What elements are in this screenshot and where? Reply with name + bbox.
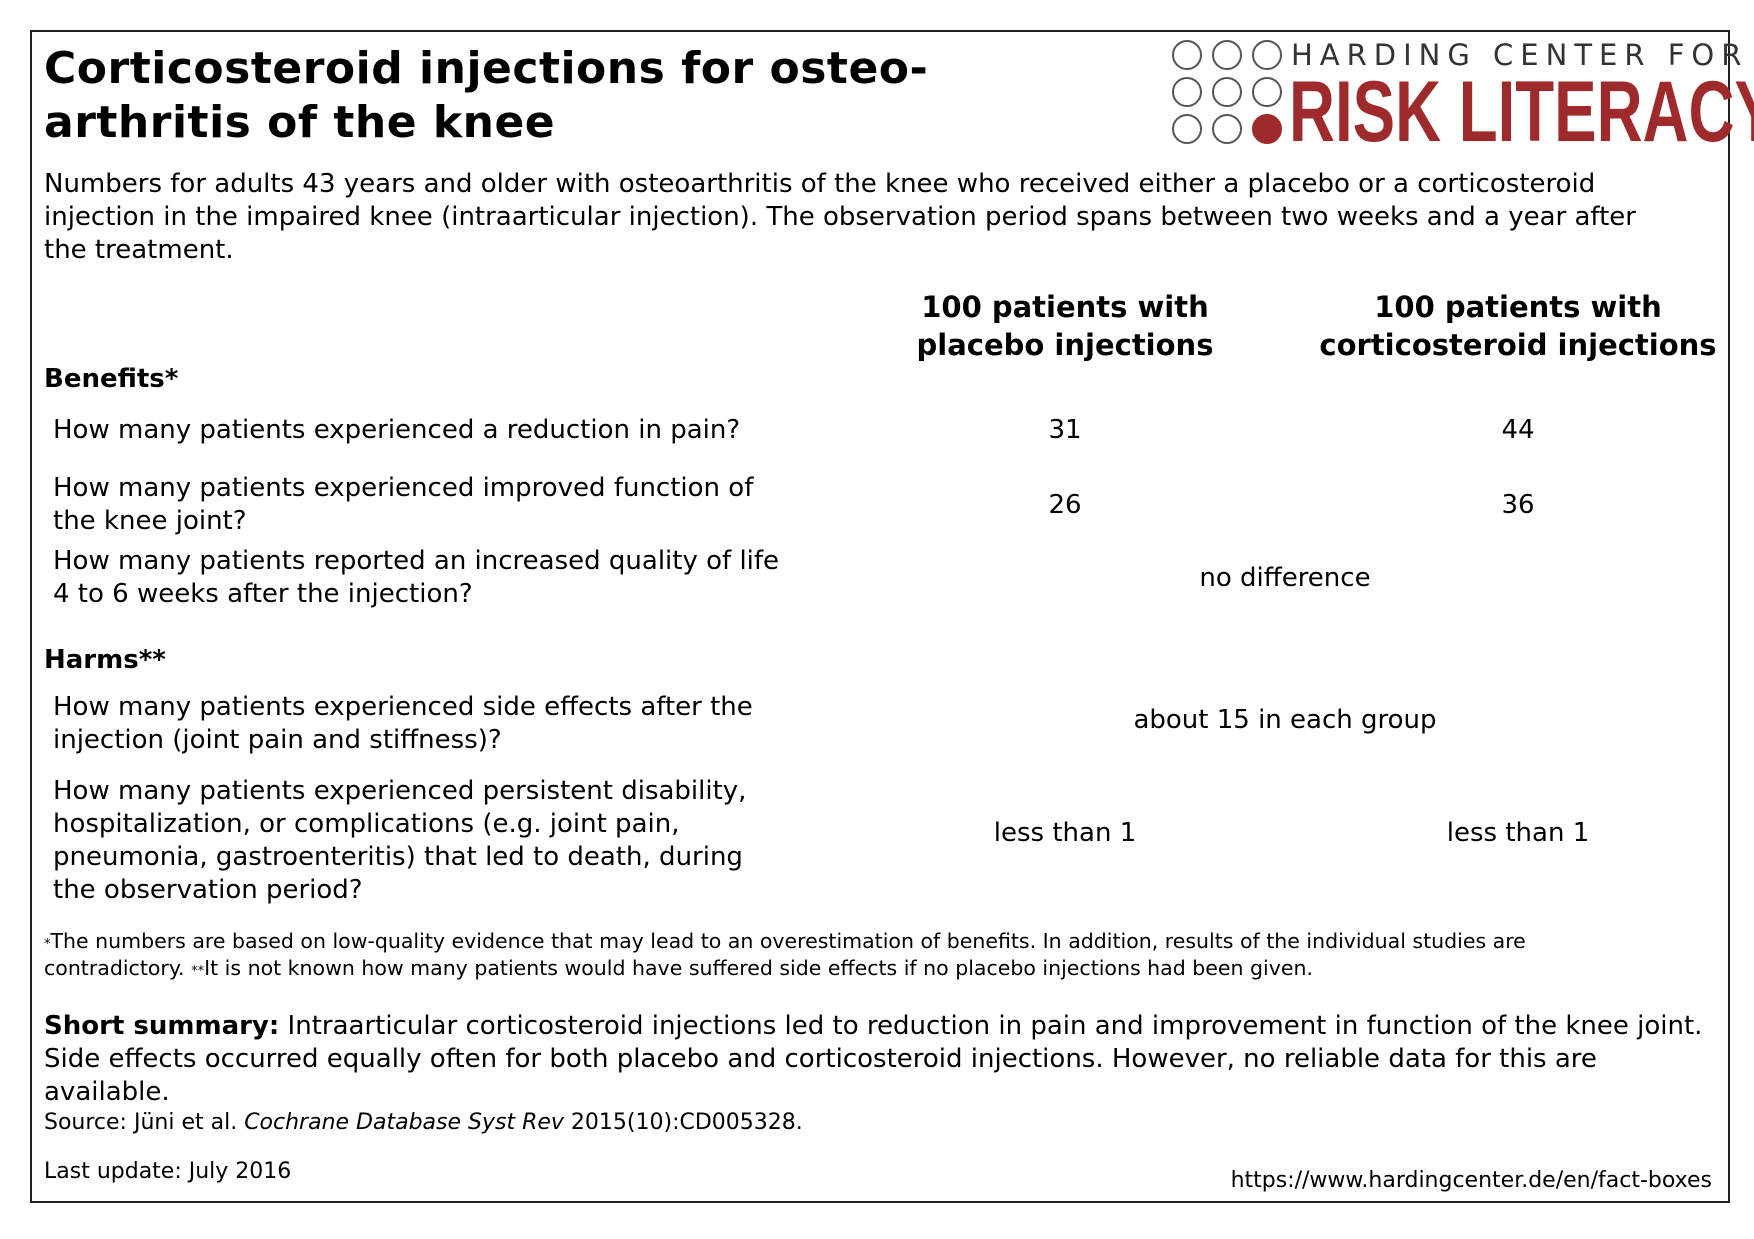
column-header-line: 100 patients with [921, 290, 1209, 324]
last-update: Last update: July 2016 [44, 1159, 292, 1184]
benefit-question-quality-of-life: How many patients reported an increased … [53, 545, 779, 611]
nine-dot-grid-logo-icon [1172, 40, 1282, 145]
question-line: injection (joint pain and stiffness)? [53, 725, 502, 755]
source-url: https://www.hardingcenter.de/en/fact-box… [1230, 1168, 1712, 1193]
logo-dot [1172, 77, 1202, 107]
logo-dot [1212, 77, 1242, 107]
harm-question-disability: How many patients experienced persistent… [53, 775, 746, 907]
logo-dot [1212, 114, 1242, 144]
harm-question-side-effects: How many patients experienced side effec… [53, 691, 753, 757]
short-summary: Short summary: Intraarticular corticoste… [44, 1010, 1714, 1109]
page-title: Corticosteroid injections for osteo- art… [44, 42, 928, 150]
corticosteroid-value-disability: less than 1 [1446, 818, 1590, 848]
combined-value-side-effects: about 15 in each group [1133, 705, 1437, 735]
footnote-mark: ** [191, 964, 205, 979]
footnote-line-1: *The numbers are based on low-quality ev… [44, 928, 1526, 958]
question-line: 4 to 6 weeks after the injection? [53, 579, 473, 609]
placebo-value-disability: less than 1 [993, 818, 1137, 848]
placebo-value-function: 26 [1048, 490, 1082, 520]
question-line: How many patients experienced side effec… [53, 692, 753, 722]
question-line: pneumonia, gastroenteritis) that led to … [53, 842, 743, 872]
question-line: the knee joint? [53, 506, 247, 536]
question-line: the observation period? [53, 875, 363, 905]
placebo-value-pain: 31 [1048, 415, 1082, 445]
title-line-1: Corticosteroid injections for osteo- [44, 43, 929, 94]
fact-box-frame [30, 30, 1730, 1203]
column-header-placebo: 100 patients with placebo injections [880, 288, 1250, 364]
footnote-line-2: contradictory. **It is not known how man… [44, 955, 1313, 985]
intro-text: Numbers for adults 43 years and older wi… [44, 169, 1636, 265]
benefit-question-function: How many patients experienced improved f… [53, 472, 753, 538]
source-journal: Cochrane Database Syst Rev [244, 1110, 564, 1135]
question-line: hospitalization, or complications (e.g. … [53, 809, 680, 839]
logo-main-text: RISK LITERACY [1289, 64, 1754, 160]
logo-top-text: HARDING CENTER FOR [1291, 38, 1749, 72]
harms-heading: Harms** [44, 645, 166, 675]
column-header-line: corticosteroid injections [1319, 328, 1717, 362]
title-line-2: arthritis of the knee [44, 97, 556, 148]
logo-dot [1172, 114, 1202, 144]
footnote-text: contradictory. [44, 956, 192, 980]
benefit-question-pain: How many patients experienced a reductio… [53, 414, 740, 447]
footnote-mark: * [44, 937, 51, 952]
question-line: How many patients experienced improved f… [53, 473, 754, 503]
corticosteroid-value-pain: 44 [1501, 415, 1535, 445]
combined-value-quality-of-life: no difference [1199, 563, 1371, 593]
source-prefix: Source: Jüni et al. [44, 1110, 245, 1135]
source-citation: Source: Jüni et al. Cochrane Database Sy… [44, 1109, 803, 1137]
question-line: How many patients experienced persistent… [53, 776, 747, 806]
summary-text: Intraarticular corticosteroid injections… [44, 1011, 1703, 1107]
source-suffix: 2015(10):CD005328. [563, 1110, 803, 1135]
question-line: How many patients experienced a reductio… [53, 415, 741, 445]
logo-dot [1252, 40, 1282, 70]
column-header-corticosteroid: 100 patients with corticosteroid injecti… [1300, 288, 1736, 364]
logo-dot [1212, 40, 1242, 70]
logo-dot [1172, 40, 1202, 70]
logo-dot [1252, 77, 1282, 107]
column-header-line: 100 patients with [1374, 290, 1662, 324]
corticosteroid-value-function: 36 [1501, 490, 1535, 520]
column-header-line: placebo injections [916, 328, 1214, 362]
benefits-heading: Benefits* [44, 364, 179, 394]
summary-label: Short summary: [44, 1011, 280, 1041]
footnote-text: It is not known how many patients would … [204, 956, 1313, 980]
logo-dot-filled [1252, 114, 1282, 144]
footnote-text: The numbers are based on low-quality evi… [50, 929, 1526, 953]
question-line: How many patients reported an increased … [53, 546, 780, 576]
